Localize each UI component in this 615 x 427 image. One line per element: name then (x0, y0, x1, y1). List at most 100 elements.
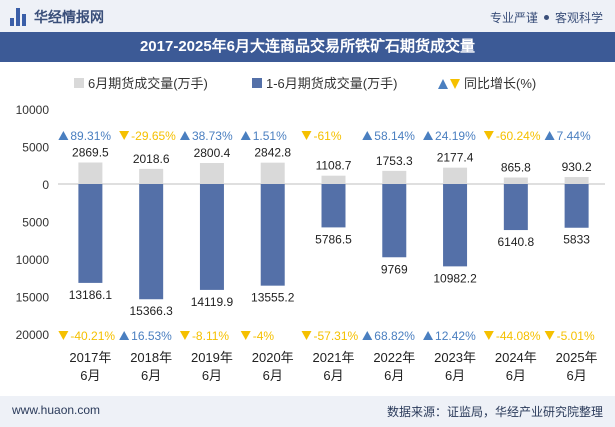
legend-label-cum: 1-6月期货成交量(万手) (266, 76, 397, 91)
bar-june (199, 162, 224, 184)
x-tick-label-month: 6月 (263, 368, 283, 383)
x-tick-label-month: 6月 (506, 368, 526, 383)
bar-cumulative (139, 184, 164, 300)
growth-june-label: -61% (314, 129, 342, 143)
data-label-june: 1753.3 (376, 154, 413, 168)
y-tick-label: 10000 (16, 103, 50, 117)
y-tick-label: 15000 (16, 291, 50, 305)
bar-june (503, 177, 528, 184)
bar-june (139, 168, 164, 184)
x-tick-label-year: 2023年 (434, 350, 476, 365)
legend-up-triangle-icon (438, 79, 448, 89)
data-label-june: 2842.8 (254, 146, 291, 160)
x-tick-label-month: 6月 (445, 368, 465, 383)
growth-cum-label: -4% (253, 329, 275, 343)
bar-june (260, 162, 285, 184)
y-tick-label: 5000 (22, 216, 49, 230)
footer-site[interactable]: www.huaon.com (12, 403, 101, 417)
legend-swatch-june (74, 78, 84, 88)
growth-up-icon (423, 131, 434, 140)
x-tick-label-year: 2024年 (495, 350, 537, 365)
footer-source: 数据来源：证监局，华经产业研究院整理 (386, 405, 603, 419)
logo[interactable]: 华经情报网 (10, 7, 104, 27)
data-label-june: 2869.5 (72, 145, 109, 159)
data-label-june: 865.8 (501, 161, 531, 175)
x-tick-label-month: 6月 (141, 368, 161, 383)
growth-cum-label: 68.82% (374, 329, 415, 343)
top-bar: 华经情报网 专业严谨 客观科学 (0, 0, 615, 32)
x-tick-label-month: 6月 (80, 368, 100, 383)
footer: www.huaon.com 数据来源：证监局，华经产业研究院整理 (0, 396, 615, 427)
bar-june (382, 170, 407, 184)
growth-down-icon (483, 331, 494, 340)
bar-cumulative (78, 184, 103, 283)
y-tick-label: 20000 (16, 328, 50, 342)
growth-june-label: 1.51% (253, 129, 287, 143)
growth-up-icon (240, 131, 251, 140)
growth-up-icon (58, 131, 69, 140)
bar-june (443, 167, 468, 184)
growth-june-label: 24.19% (435, 129, 476, 143)
growth-down-icon (301, 131, 312, 140)
growth-up-icon (544, 131, 555, 140)
logo-text: 华经情报网 (34, 9, 104, 25)
growth-cum-label: -8.11% (192, 329, 229, 343)
growth-up-icon (362, 331, 373, 340)
data-label-june: 2018.6 (133, 152, 170, 166)
tagline-a: 专业严谨 (489, 11, 538, 25)
x-tick-label-year: 2021年 (313, 350, 355, 365)
data-label-june: 930.2 (562, 160, 592, 174)
data-label-cumulative: 5833 (563, 233, 590, 247)
bar-june (321, 175, 346, 184)
data-label-cumulative: 13186.1 (69, 288, 113, 302)
growth-up-icon (119, 331, 130, 340)
data-label-cumulative: 6140.8 (497, 235, 534, 249)
data-label-cumulative: 15366.3 (129, 304, 173, 318)
y-tick-label: 0 (42, 178, 49, 192)
bar-cumulative (443, 184, 468, 267)
growth-cum-label: 16.53% (131, 329, 172, 343)
bar-cumulative (503, 184, 528, 231)
x-tick-label-year: 2022年 (373, 350, 415, 365)
logo-icon (10, 8, 28, 26)
x-tick-label-month: 6月 (384, 368, 404, 383)
growth-up-icon (423, 331, 434, 340)
chart-canvas: 10000 5000 0 5000 10000 15000 20000 6月期货成交量(万手)… (16, 76, 605, 383)
data-label-june: 2177.4 (437, 151, 474, 165)
growth-june-label: -29.65% (131, 129, 176, 143)
growth-cum-label: -44.08% (496, 329, 541, 343)
data-label-cumulative: 14119.9 (191, 295, 234, 309)
growth-cum-label: -5.01% (557, 329, 595, 343)
bar-june (564, 177, 589, 184)
bar-cumulative (260, 184, 285, 286)
growth-cum-label: 12.42% (435, 329, 476, 343)
x-tick-label-month: 6月 (566, 368, 586, 383)
x-tick-label-year: 2020年 (252, 350, 294, 365)
growth-june-label: 89.31% (70, 129, 111, 143)
growth-down-icon (544, 331, 555, 340)
growth-june-label: 38.73% (192, 129, 233, 143)
y-tick-label: 5000 (22, 141, 49, 155)
bar-june (78, 162, 103, 184)
x-tick-label-month: 6月 (323, 368, 343, 383)
dot-icon (543, 15, 549, 20)
x-tick-label-year: 2025年 (556, 350, 598, 365)
x-tick-label-year: 2019年 (191, 350, 233, 365)
x-tick-label-year: 2017年 (69, 350, 111, 365)
growth-down-icon (240, 331, 251, 340)
bar-cumulative (564, 184, 589, 228)
tagline: 专业严谨 客观科学 (490, 9, 603, 26)
growth-june-label: 58.14% (374, 129, 415, 143)
growth-down-icon (179, 331, 190, 340)
tagline-b: 客观科学 (554, 11, 603, 25)
data-label-june: 1108.7 (316, 159, 352, 173)
growth-up-icon (179, 131, 190, 140)
x-tick-label-month: 6月 (202, 368, 222, 383)
chart-title: 2017-2025年6月大连商品交易所铁矿石期货成交量 (0, 32, 615, 62)
growth-up-icon (362, 131, 373, 140)
bar-cumulative (321, 184, 346, 228)
growth-down-icon (58, 331, 69, 340)
data-label-june: 2800.4 (194, 146, 231, 160)
growth-cum-label: -40.21% (70, 329, 115, 343)
growth-june-label: 7.44% (557, 129, 591, 143)
